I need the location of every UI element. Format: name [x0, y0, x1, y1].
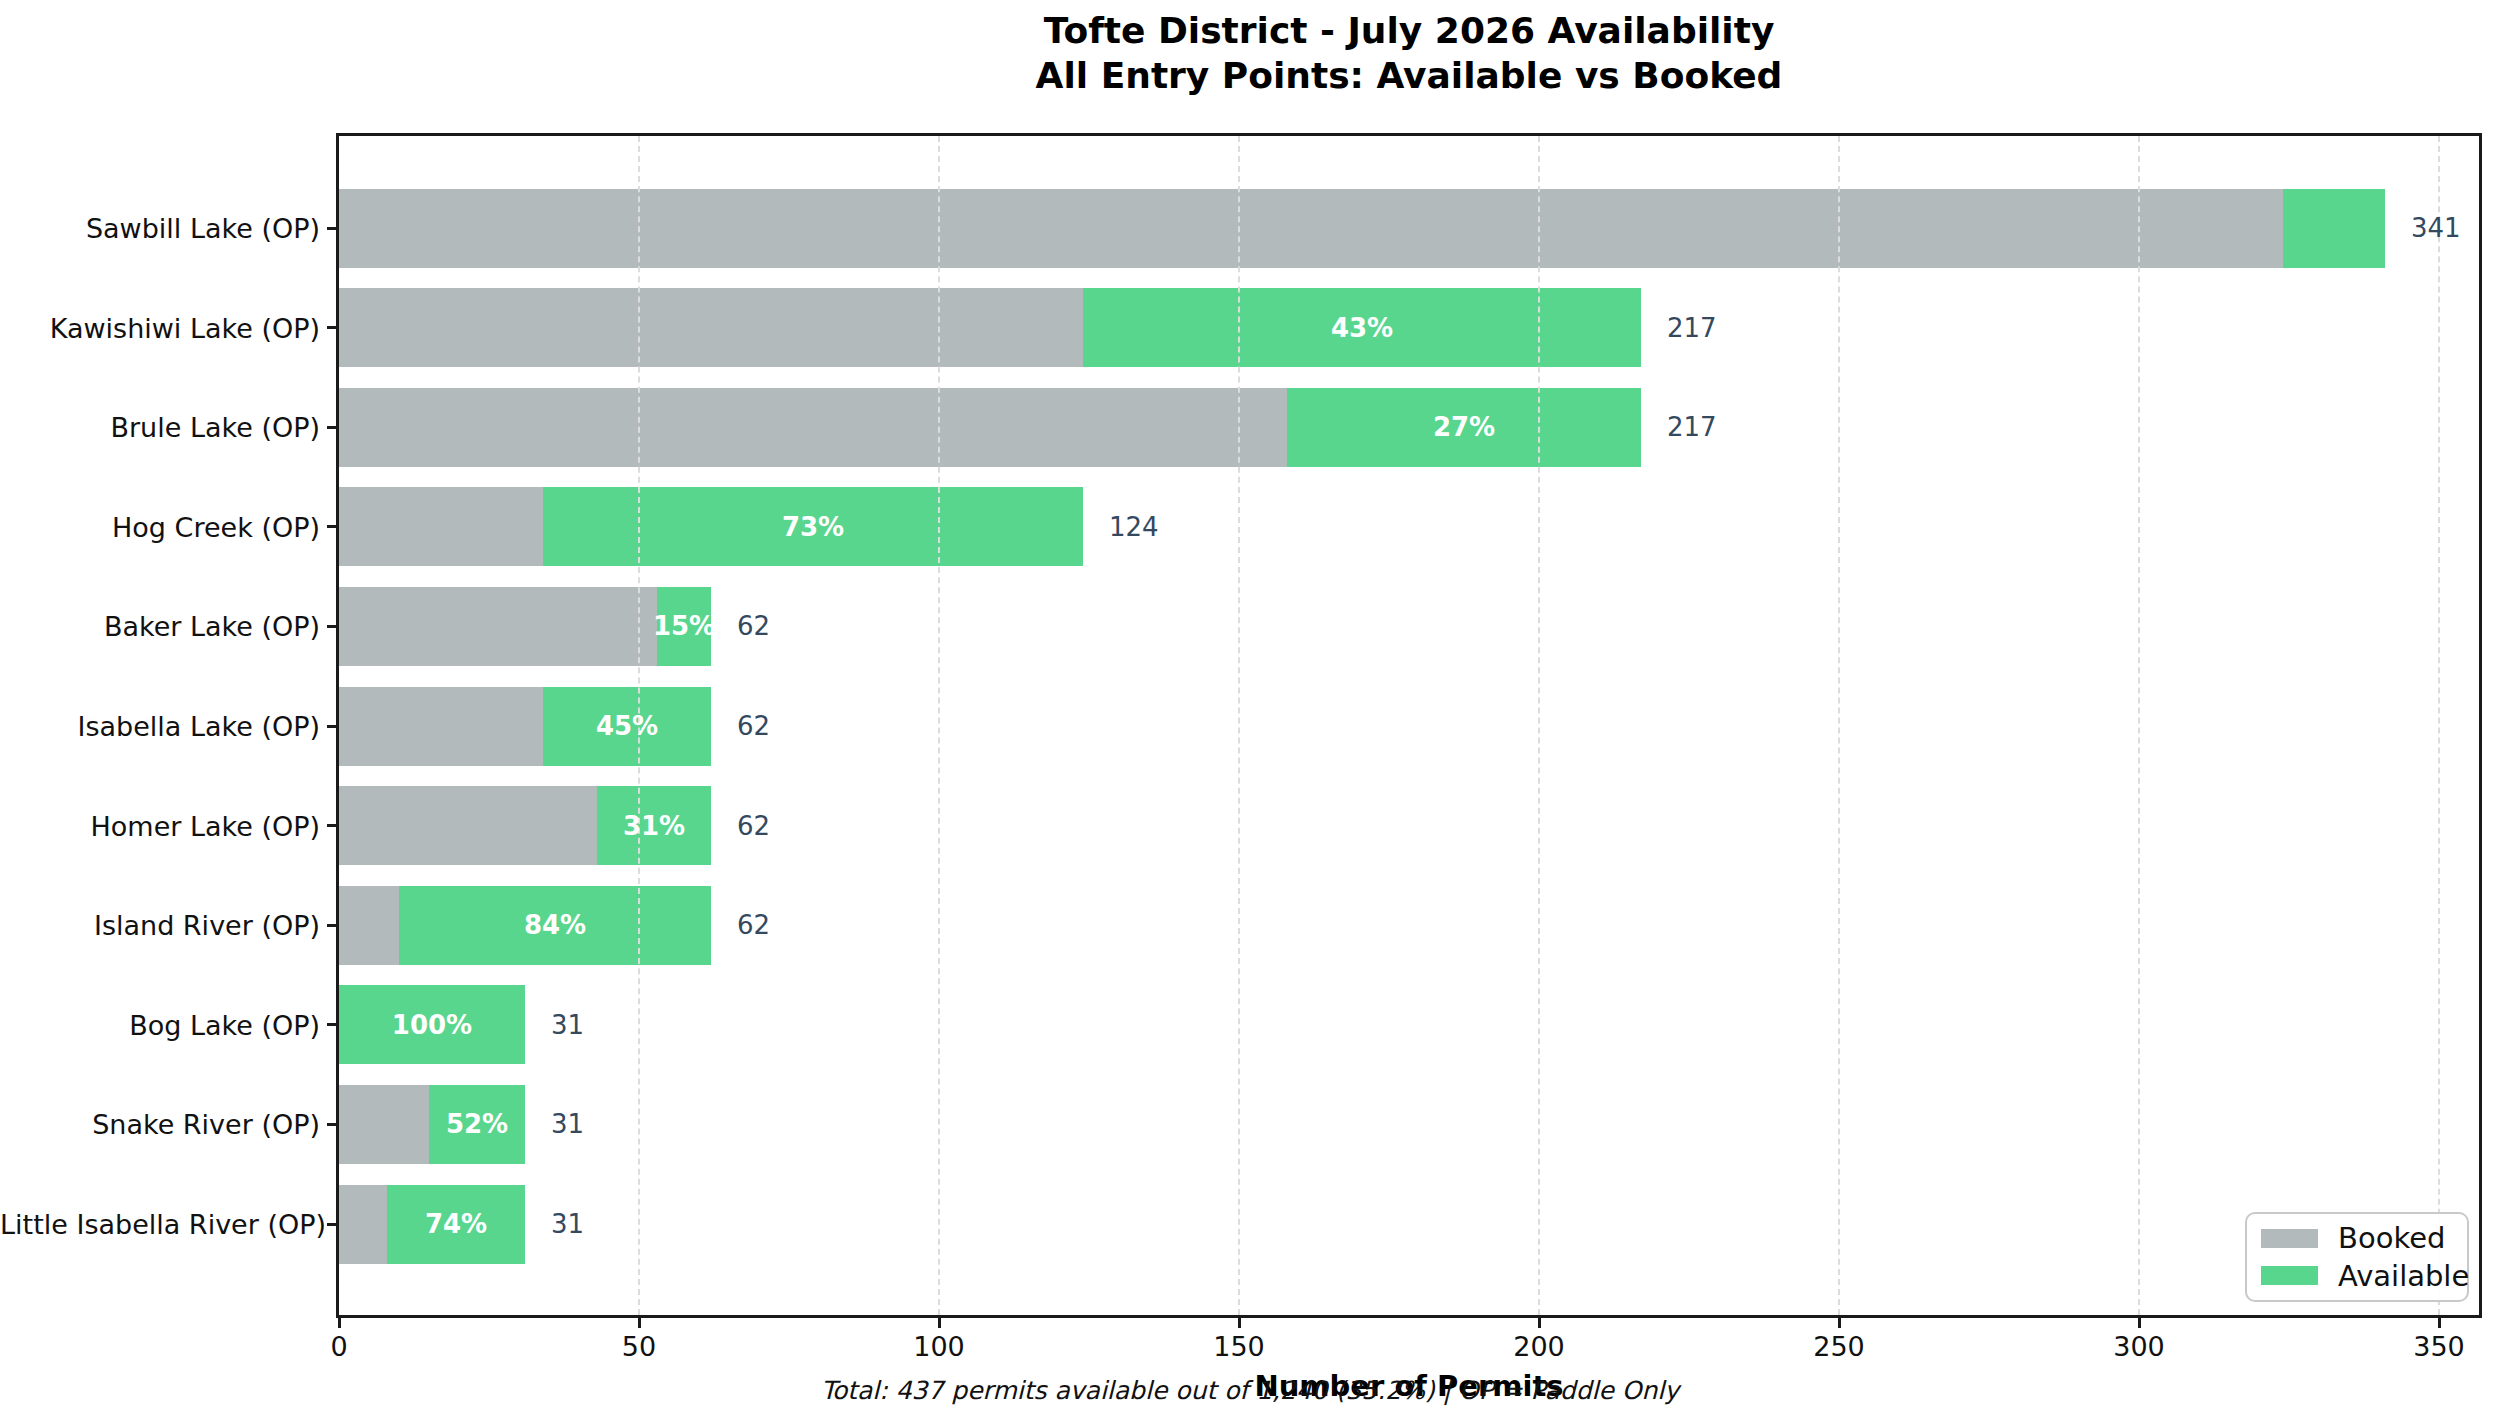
percent-label: 100%	[392, 1010, 472, 1040]
y-axis-label: Island River (OP)	[0, 910, 320, 941]
x-tick-label: 150	[1189, 1331, 1289, 1362]
x-tick	[1238, 1318, 1241, 1328]
legend-item-booked: Booked	[2261, 1221, 2453, 1255]
percent-label: 84%	[524, 910, 586, 940]
gridline	[1538, 136, 1540, 1315]
booked-swatch	[2261, 1229, 2318, 1248]
x-tick-label: 350	[2389, 1331, 2489, 1362]
legend-item-available: Available	[2261, 1259, 2453, 1293]
y-tick	[327, 1223, 337, 1226]
total-label: 31	[551, 1209, 584, 1239]
booked-segment	[339, 1085, 429, 1164]
legend: Booked Available	[2245, 1212, 2469, 1302]
available-swatch	[2261, 1266, 2318, 1285]
availability-chart: Tofte District - July 2026 Availability …	[0, 0, 2500, 1425]
booked-segment	[339, 587, 657, 666]
booked-segment	[339, 288, 1083, 367]
y-axis-label: Little Isabella River (OP)	[0, 1209, 320, 1240]
gridline	[2138, 136, 2140, 1315]
y-axis-label: Snake River (OP)	[0, 1109, 320, 1140]
x-tick-label: 0	[289, 1331, 389, 1362]
gridline	[2438, 136, 2440, 1315]
y-tick	[327, 525, 337, 528]
y-axis-label: Sawbill Lake (OP)	[0, 213, 320, 244]
total-label: 62	[737, 910, 770, 940]
total-label: 62	[737, 611, 770, 641]
gridline	[1238, 136, 1240, 1315]
chart-title-line2: All Entry Points: Available vs Booked	[336, 53, 2482, 98]
booked-segment	[339, 687, 543, 766]
booked-segment	[339, 487, 543, 566]
y-tick	[327, 1123, 337, 1126]
x-tick	[938, 1318, 941, 1328]
booked-segment	[339, 886, 399, 965]
y-axis-label: Brule Lake (OP)	[0, 412, 320, 443]
gridline	[1838, 136, 1840, 1315]
y-axis-label: Hog Creek (OP)	[0, 511, 320, 542]
legend-label-available: Available	[2338, 1259, 2469, 1293]
x-tick	[2138, 1318, 2141, 1328]
booked-segment	[339, 189, 2283, 268]
x-tick	[1838, 1318, 1841, 1328]
y-axis-label: Homer Lake (OP)	[0, 810, 320, 841]
percent-label: 73%	[782, 512, 844, 542]
total-label: 217	[1667, 412, 1717, 442]
booked-segment	[339, 786, 597, 865]
y-tick	[327, 1023, 337, 1026]
percent-label: 45%	[596, 711, 658, 741]
x-tick-label: 50	[589, 1331, 689, 1362]
x-tick	[638, 1318, 641, 1328]
x-tick	[338, 1318, 341, 1328]
percent-label: 15%	[653, 611, 715, 641]
y-tick	[327, 625, 337, 628]
y-tick	[327, 824, 337, 827]
y-tick	[327, 924, 337, 927]
percent-label: 52%	[446, 1109, 508, 1139]
total-label: 62	[737, 811, 770, 841]
y-tick	[327, 227, 337, 230]
x-tick	[2438, 1318, 2441, 1328]
y-axis-label: Kawishiwi Lake (OP)	[0, 312, 320, 343]
total-label: 217	[1667, 313, 1717, 343]
gridline	[938, 136, 940, 1315]
booked-segment	[339, 388, 1287, 467]
x-tick-label: 250	[1789, 1331, 1889, 1362]
total-label: 341	[2411, 213, 2461, 243]
x-tick	[1538, 1318, 1541, 1328]
chart-footnote: Total: 437 permits available out of 1,24…	[0, 1376, 2500, 1405]
total-label: 31	[551, 1109, 584, 1139]
percent-label: 31%	[623, 811, 685, 841]
y-tick	[327, 725, 337, 728]
percent-label: 43%	[1331, 313, 1393, 343]
y-tick	[327, 426, 337, 429]
legend-label-booked: Booked	[2338, 1221, 2445, 1255]
y-tick	[327, 326, 337, 329]
percent-label: 27%	[1433, 412, 1495, 442]
y-axis-label: Bog Lake (OP)	[0, 1009, 320, 1040]
x-tick-label: 300	[2089, 1331, 2189, 1362]
total-label: 62	[737, 711, 770, 741]
plot-area: 341 43% 217 27% 217 73% 124 15% 62 45% 62 31% 62 84% 6…	[336, 133, 2482, 1318]
available-segment	[2283, 189, 2385, 268]
chart-title: Tofte District - July 2026 Availability …	[336, 8, 2482, 98]
chart-title-line1: Tofte District - July 2026 Availability	[336, 8, 2482, 53]
x-tick-label: 100	[889, 1331, 989, 1362]
total-label: 124	[1109, 512, 1159, 542]
x-tick-label: 200	[1489, 1331, 1589, 1362]
percent-label: 74%	[425, 1209, 487, 1239]
booked-segment	[339, 1185, 387, 1264]
total-label: 31	[551, 1010, 584, 1040]
y-axis-label: Isabella Lake (OP)	[0, 711, 320, 742]
y-axis-label: Baker Lake (OP)	[0, 611, 320, 642]
